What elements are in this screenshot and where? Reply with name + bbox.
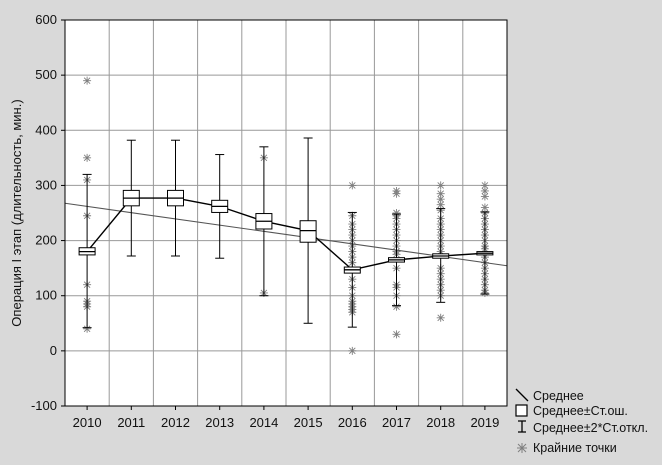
y-tick-label: 300 (35, 177, 57, 192)
x-tick-label: 2015 (294, 415, 323, 430)
outlier-point (480, 203, 489, 212)
outlier-point (392, 302, 401, 311)
outlier-point (480, 192, 489, 201)
outlier-point (348, 346, 357, 355)
y-tick-label: 100 (35, 288, 57, 303)
outlier-point (83, 324, 92, 333)
outlier-point (83, 153, 92, 162)
legend-se-label: Среднее±Ст.ош. (533, 404, 628, 418)
legend-item-se: Среднее±Ст.ош. (515, 404, 628, 418)
y-tick-label: -100 (31, 398, 57, 413)
legend-outlier-symbol (517, 443, 527, 453)
outlier-point (436, 189, 445, 198)
x-axis-ticks: 2010 2011 2012 2013 2014 2015 2016 2017 2018 2019 (73, 406, 499, 430)
legend-outlier-label: Крайние точки (533, 441, 617, 455)
se-box (299, 220, 317, 243)
outlier-point (348, 181, 357, 190)
outlier-point (480, 186, 489, 195)
outlier-point (436, 313, 445, 322)
outlier-point (392, 330, 401, 339)
y-axis-label: Операция I этап (длительность, мин.) (9, 99, 24, 326)
legend-mean-symbol (515, 388, 529, 402)
x-tick-label: 2016 (338, 415, 367, 430)
grid-lines (65, 20, 507, 406)
legend-item-mean: Среднее (515, 388, 584, 403)
legend-item-whisker: Среднее±2*Ст.откл. (518, 420, 648, 435)
y-tick-label: 600 (35, 12, 57, 27)
x-tick-label: 2019 (470, 415, 499, 430)
outlier-point (436, 195, 445, 204)
x-tick-label: 2011 (117, 415, 145, 430)
x-tick-label: 2017 (382, 415, 411, 430)
y-tick-label: 500 (35, 67, 57, 82)
legend-mean-label: Среднее (533, 389, 584, 403)
legend-item-outlier: Крайние точки (517, 441, 617, 455)
se-boxes (78, 189, 494, 274)
x-tick-label: 2010 (73, 415, 102, 430)
outlier-point (83, 76, 92, 85)
x-tick-label: 2013 (205, 415, 234, 430)
mean-line (86, 197, 485, 271)
y-tick-label: 0 (50, 343, 57, 358)
legend: Среднее Среднее±Ст.ош. Среднее±2*Ст.откл… (515, 388, 648, 455)
legend-whisker-label: Среднее±2*Ст.откл. (533, 421, 648, 435)
plot-frame (64, 19, 508, 407)
outlier-point (480, 181, 489, 190)
y-axis-ticks: -100 0 100 200 300 400 500 600 (31, 12, 65, 413)
y-tick-label: 400 (35, 122, 57, 137)
x-tick-label: 2014 (249, 415, 278, 430)
x-tick-label: 2018 (426, 415, 455, 430)
x-tick-label: 2012 (161, 415, 190, 430)
legend-whisker-symbol (518, 420, 526, 433)
legend-se-symbol (515, 404, 528, 417)
outlier-point (436, 200, 445, 209)
outlier-point (436, 181, 445, 190)
y-tick-label: 200 (35, 233, 57, 248)
outlier-point (392, 189, 401, 198)
